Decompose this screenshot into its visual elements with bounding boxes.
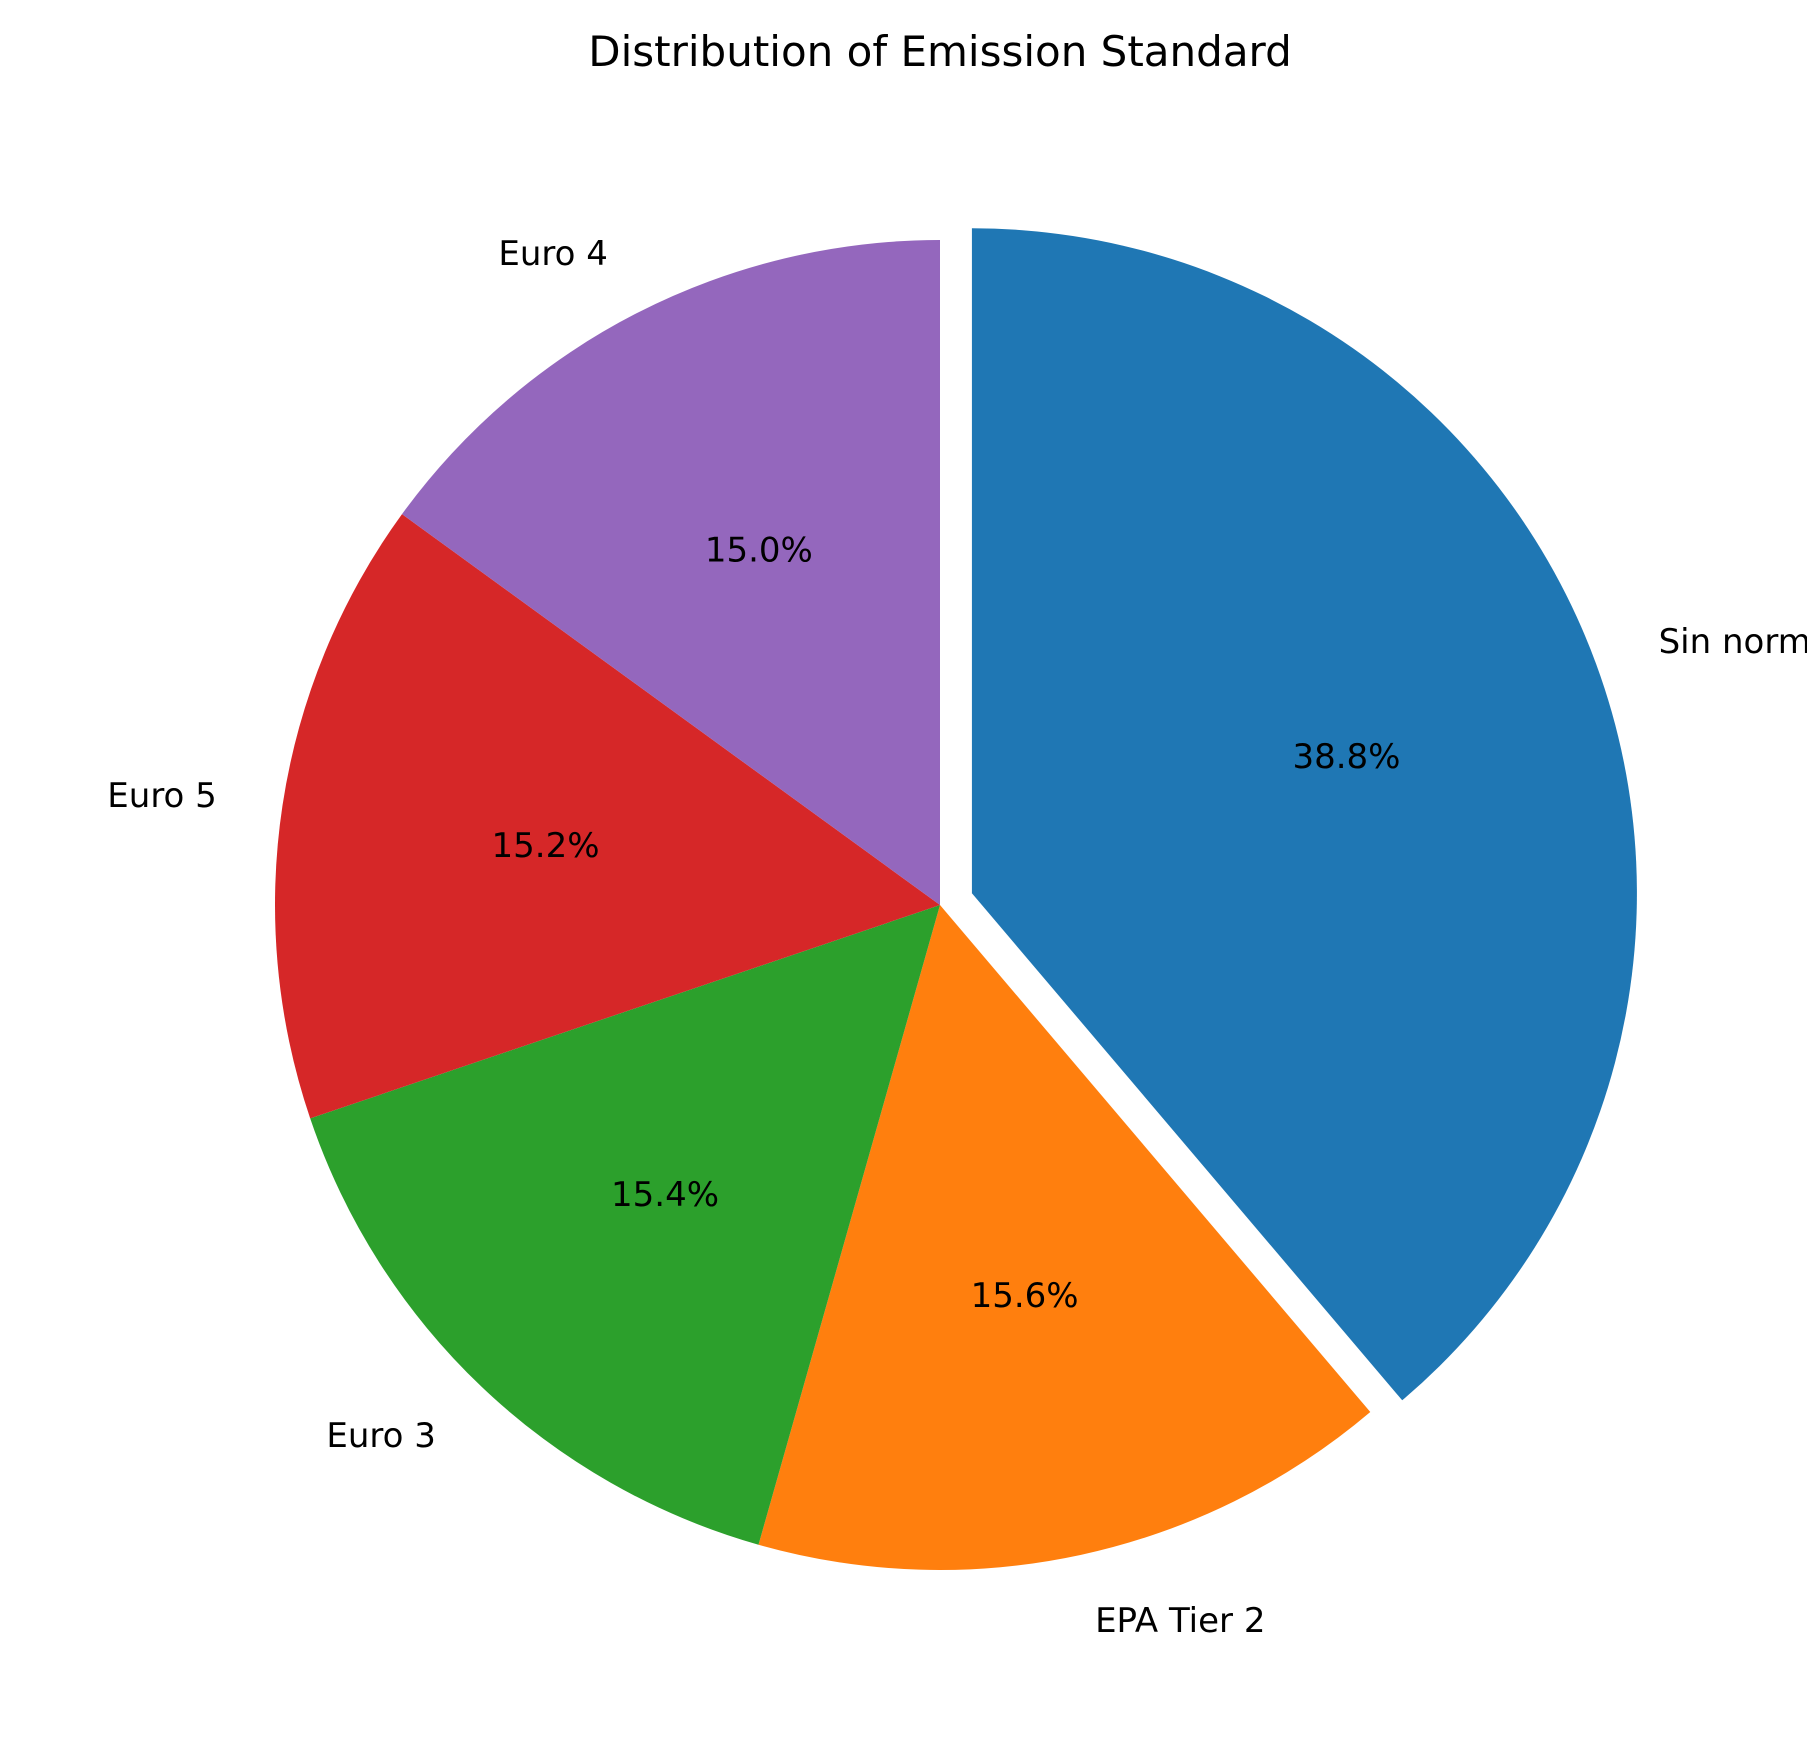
pie-value-label: 15.6%	[971, 1276, 1079, 1316]
pie-slice-euro-4	[402, 240, 941, 905]
pie-category-label: Euro 3	[326, 1416, 436, 1456]
pie-slice-euro-5	[275, 514, 940, 1119]
pie-category-label: Euro 5	[107, 776, 217, 816]
pie-slice-epa-tier-2	[758, 905, 1371, 1570]
pie-value-label: 15.0%	[705, 530, 813, 570]
pie-slice-euro-3	[310, 905, 940, 1545]
pie-slices	[275, 228, 1637, 1570]
pie-category-label: Euro 4	[498, 234, 608, 274]
pie-value-label: 38.8%	[1292, 737, 1400, 777]
pie-labels: 38.8% Sin norma 15.6% EPA Tier 2 15.4% Euro 3…	[107, 234, 1807, 1641]
pie-slice-sin-norma	[971, 228, 1637, 1401]
pie-value-label: 15.4%	[611, 1175, 719, 1215]
chart-title: Distribution of Emission Standard	[588, 27, 1292, 76]
pie-category-label: EPA Tier 2	[1095, 1601, 1265, 1641]
pie-category-label: Sin norma	[1659, 622, 1807, 662]
pie-value-label: 15.2%	[492, 826, 600, 866]
